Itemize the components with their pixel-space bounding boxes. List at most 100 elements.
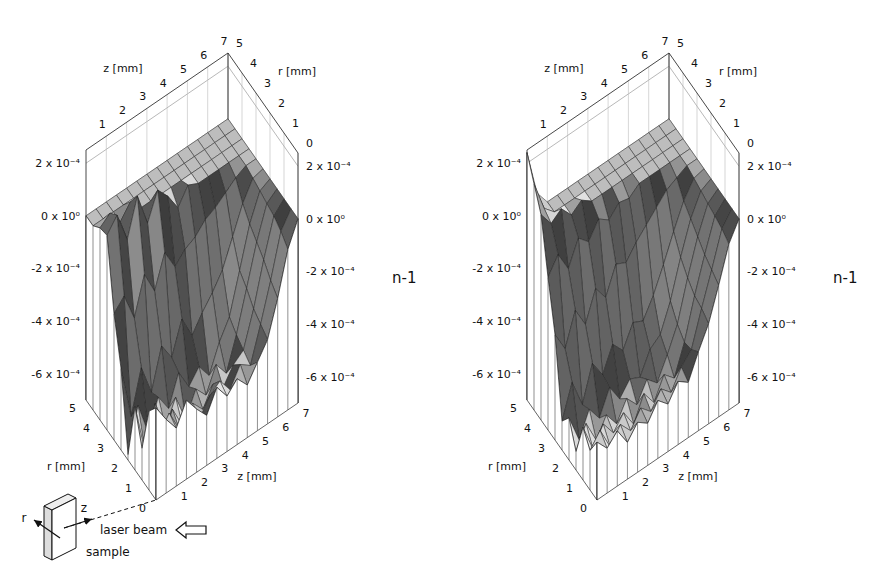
z-tick-label: -6 x 10⁻⁴ bbox=[472, 368, 521, 381]
z-tick-label: 2 x 10⁻⁴ bbox=[35, 157, 80, 170]
skirt-line bbox=[166, 419, 167, 493]
x-tick-label: 1 bbox=[181, 490, 188, 503]
skirt-line bbox=[114, 314, 115, 440]
skirt-line bbox=[668, 404, 669, 451]
z-tick-label: 0 x 10⁰ bbox=[306, 213, 345, 226]
skirt-line bbox=[196, 409, 197, 472]
skirt-line bbox=[657, 401, 658, 459]
y-tick-label: 3 bbox=[97, 442, 104, 455]
sample-side bbox=[44, 506, 52, 560]
z-arrow bbox=[64, 519, 92, 528]
z-tick-label: -4 x 10⁻⁴ bbox=[306, 318, 355, 331]
skirt-line bbox=[267, 340, 268, 424]
x-tick-label: 5 bbox=[703, 435, 710, 448]
x-tick-label: 3 bbox=[580, 90, 587, 103]
x-tick-label: 7 bbox=[221, 35, 228, 48]
skirt-line bbox=[277, 298, 278, 416]
skirt-line bbox=[728, 244, 729, 410]
skirt-line bbox=[647, 423, 648, 465]
y-tick-label: 1 bbox=[125, 482, 132, 495]
figure: -6 x 10⁻⁴ -6 x 10⁻⁴ -4 x 10⁻⁴ -4 x 10⁻⁴ -2 x… bbox=[0, 0, 882, 566]
skirt-line bbox=[688, 382, 689, 437]
y-tick-label: 5 bbox=[236, 37, 243, 50]
z-tick-label: -2 x 10⁻⁴ bbox=[747, 265, 796, 278]
z-axis-title: n-1 bbox=[392, 269, 416, 287]
z-tick-label: -4 x 10⁻⁴ bbox=[31, 315, 80, 328]
x-tick-label: 7 bbox=[744, 407, 751, 420]
y-tick-label: 3 bbox=[538, 442, 545, 455]
skirt-line bbox=[216, 387, 217, 458]
skirt-line bbox=[548, 277, 549, 430]
surface-cell bbox=[233, 350, 250, 365]
skirt-line bbox=[627, 442, 628, 479]
y-tick-label: 2 bbox=[278, 97, 285, 110]
z-tick-label: -6 x 10⁻⁴ bbox=[306, 371, 355, 384]
skirt-line bbox=[590, 451, 591, 490]
skirt-line bbox=[227, 396, 228, 451]
skirt-line bbox=[142, 448, 143, 480]
y-tick-label: 1 bbox=[733, 117, 740, 130]
z-tick-label: -4 x 10⁻⁴ bbox=[472, 315, 521, 328]
skirt-line bbox=[527, 153, 528, 400]
skirt-line bbox=[149, 411, 150, 490]
sample-front bbox=[52, 498, 76, 560]
skirt-line bbox=[176, 428, 177, 486]
x-tick-label: 3 bbox=[139, 90, 146, 103]
x-tick-label: 6 bbox=[723, 421, 730, 434]
front-skirts bbox=[86, 216, 298, 500]
x-tick-label: 1 bbox=[622, 490, 629, 503]
skirt-line bbox=[135, 407, 136, 470]
x-tick-label: 4 bbox=[601, 77, 608, 90]
y-tick-label: 3 bbox=[264, 77, 271, 90]
skirt-line bbox=[128, 455, 129, 460]
x-tick-label: 5 bbox=[262, 435, 269, 448]
x-tick-label: 2 bbox=[560, 104, 567, 117]
skirt-line bbox=[718, 285, 719, 417]
skirt-face bbox=[597, 219, 739, 500]
z-tick-label: 2 x 10⁻⁴ bbox=[476, 157, 521, 170]
skirt-line bbox=[708, 324, 709, 424]
y-tick-label: 0 bbox=[306, 137, 313, 150]
z-tick-label: 2 x 10⁻⁴ bbox=[306, 160, 351, 173]
grid-line bbox=[527, 66, 739, 166]
y-axis-title: r [mm] bbox=[278, 65, 316, 78]
skirt-line bbox=[534, 184, 535, 410]
z-tick-label: 2 x 10⁻⁴ bbox=[747, 160, 792, 173]
y-tick-label: 3 bbox=[705, 77, 712, 90]
skirt-line bbox=[206, 415, 207, 465]
x-tick-label: 3 bbox=[662, 462, 669, 475]
skirt-line bbox=[562, 421, 563, 450]
skirt-line bbox=[107, 235, 108, 430]
labels: -6 x 10⁻⁴-6 x 10⁻⁴-4 x 10⁻⁴-4 x 10⁻⁴-2 x… bbox=[31, 35, 416, 515]
z-tick-label: 0 x 10⁰ bbox=[41, 210, 80, 223]
x-tick-label: 2 bbox=[642, 476, 649, 489]
skirt-line bbox=[121, 368, 122, 450]
skirt-line bbox=[298, 219, 299, 403]
y-tick-label: 4 bbox=[691, 57, 698, 70]
x-tick-label: 6 bbox=[282, 421, 289, 434]
z-tick-label: 0 x 10⁰ bbox=[482, 210, 521, 223]
skirt-face bbox=[527, 153, 597, 500]
frame-edge bbox=[527, 53, 739, 153]
labels: -6 x 10⁻⁴-6 x 10⁻⁴-4 x 10⁻⁴-4 x 10⁻⁴-2 x… bbox=[472, 35, 857, 515]
z-tick-label: -2 x 10⁻⁴ bbox=[472, 262, 521, 275]
beam-label: laser beam bbox=[100, 523, 167, 537]
skirt-line bbox=[287, 249, 288, 410]
skirt-line bbox=[583, 427, 584, 480]
front-skirts bbox=[527, 153, 739, 500]
y-tick-label: 5 bbox=[677, 37, 684, 50]
y-tick-label: 1 bbox=[566, 482, 573, 495]
z-axis-title: n-1 bbox=[833, 269, 857, 287]
y-tick-label: 2 bbox=[111, 462, 118, 475]
x-tick-label: 5 bbox=[621, 63, 628, 76]
x-axis-title: z [mm] bbox=[544, 62, 583, 75]
x-tick-label: 7 bbox=[662, 35, 669, 48]
z-tick-label: -6 x 10⁻⁴ bbox=[747, 371, 796, 384]
y-axis-title: r [mm] bbox=[47, 460, 85, 473]
skirt-line bbox=[607, 448, 608, 493]
skirt-line bbox=[569, 418, 570, 460]
skirt-face bbox=[156, 219, 298, 500]
panel: -6 x 10⁻⁴-6 x 10⁻⁴-4 x 10⁻⁴-4 x 10⁻⁴-2 x… bbox=[31, 35, 416, 515]
skirt-line bbox=[678, 381, 679, 444]
grid-line bbox=[86, 66, 298, 166]
